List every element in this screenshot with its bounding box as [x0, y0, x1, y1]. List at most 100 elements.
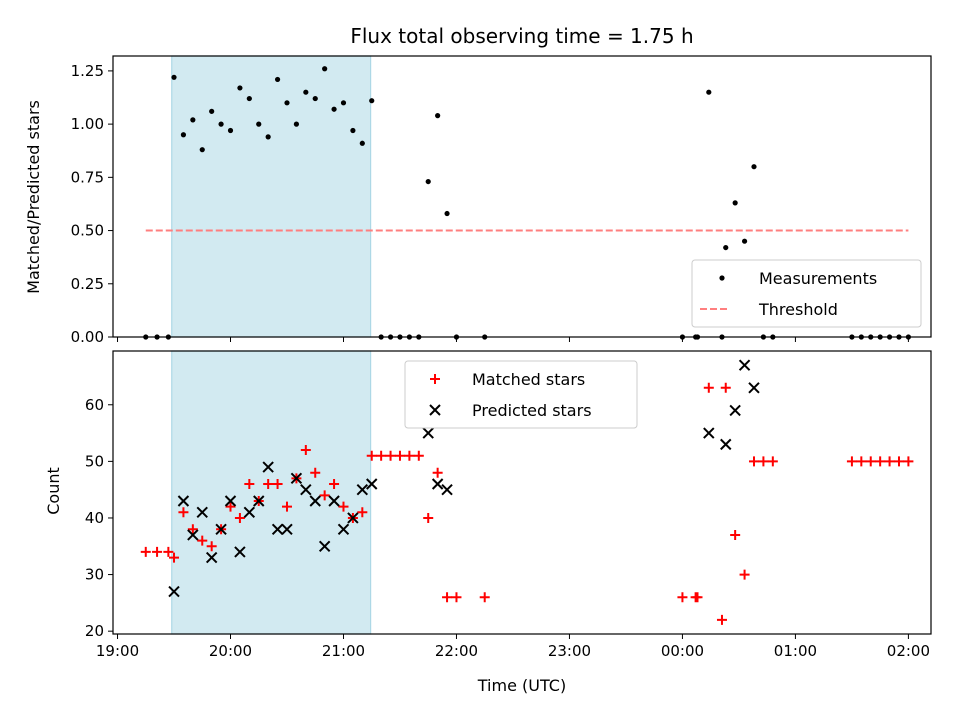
- legend-marker-measurements: [719, 275, 725, 281]
- predicted-star-point: [224, 495, 237, 507]
- measurement-point: [209, 108, 215, 114]
- predicted-star-point: [337, 523, 350, 535]
- matched-star-point: [187, 524, 198, 535]
- x-tick-label: 02:00: [887, 642, 930, 660]
- legend-label: Threshold: [758, 300, 838, 319]
- measurement-point: [265, 134, 271, 140]
- legend-label: Predicted stars: [472, 401, 592, 420]
- top-y-label: Matched/Predicted stars: [24, 100, 43, 294]
- predicted-star-point: [720, 438, 732, 451]
- matched-star-point: [338, 501, 349, 512]
- measurement-point: [706, 89, 712, 95]
- measurement-point: [435, 113, 441, 119]
- matched-star-point: [716, 614, 727, 625]
- measurement-point: [732, 200, 738, 206]
- matched-star-point: [730, 529, 741, 540]
- matched-star-point: [385, 450, 396, 461]
- legend-marker-predicted: [429, 404, 441, 416]
- bottom-y-tick-label: 60: [85, 396, 104, 414]
- bottom-legend: Matched stars Predicted stars: [404, 360, 638, 429]
- matched-star-point: [178, 507, 189, 518]
- matched-star-point: [272, 479, 283, 490]
- measurement-point: [256, 121, 262, 127]
- measurement-point: [190, 117, 196, 123]
- predicted-star-point: [168, 585, 180, 598]
- matched-star-point: [739, 569, 750, 580]
- measurement-point: [303, 89, 309, 95]
- matched-star-point: [197, 535, 208, 546]
- x-tick-label: 23:00: [548, 642, 591, 660]
- matched-star-point: [244, 479, 255, 490]
- predicted-star-point: [738, 359, 751, 371]
- matched-star-point: [234, 512, 245, 523]
- x-tick-label: 22:00: [435, 642, 478, 660]
- measurement-point: [359, 140, 365, 146]
- measurement-point: [274, 76, 281, 83]
- predicted-star-point: [703, 427, 715, 439]
- top-y-tick-label: 0.50: [71, 222, 104, 240]
- measurement-point: [199, 147, 205, 153]
- matched-star-point: [865, 456, 876, 467]
- measurement-point: [180, 132, 187, 138]
- predicted-star-point: [748, 382, 760, 394]
- measurement-point: [751, 164, 757, 170]
- top-legend: Measurements Threshold: [691, 259, 922, 328]
- matched-star-point: [206, 541, 217, 552]
- top-y-tick-label: 0.00: [71, 328, 104, 346]
- legend-label: Measurements: [759, 269, 877, 288]
- measurement-point: [284, 100, 290, 106]
- matched-star-point: [893, 456, 904, 467]
- predicted-star-point: [441, 483, 453, 496]
- matched-star-point: [140, 546, 151, 557]
- predicted-star-point: [729, 404, 741, 417]
- predicted-star-point: [253, 495, 265, 507]
- matched-star-point: [767, 456, 778, 467]
- matched-star-point: [720, 382, 731, 393]
- predicted-star-point: [205, 551, 218, 564]
- top-panel: Matched/Predicted stars 0.00 0.25 0.50 0.75…: [24, 55, 932, 346]
- x-tick-label: 21:00: [322, 642, 365, 660]
- measurement-point: [246, 95, 252, 102]
- matched-star-point: [479, 592, 490, 603]
- legend-box: [691, 259, 922, 328]
- measurement-point: [444, 210, 450, 217]
- matched-star-point: [394, 450, 405, 461]
- measurement-point: [237, 85, 243, 91]
- predicted-star-point: [262, 461, 274, 473]
- matched-star-point: [319, 490, 330, 501]
- predicted-star-point: [243, 506, 256, 519]
- predicted-star-point: [422, 427, 434, 439]
- matched-star-point: [366, 450, 377, 461]
- bottom-y-tick-label: 30: [85, 566, 104, 584]
- matched-star-point: [300, 445, 311, 456]
- matched-star-point: [677, 592, 688, 603]
- predicted-star-point: [347, 512, 359, 524]
- x-tick-label: 01:00: [774, 642, 817, 660]
- matched-star-point: [163, 546, 174, 557]
- bottom-panel: Count 20 30 40 50 60 19:00 20:00 21:00 22:00 23:0…: [44, 350, 932, 660]
- matched-star-point: [758, 456, 769, 467]
- top-y-tick-label: 1.00: [71, 115, 104, 133]
- predicted-star-point: [366, 478, 378, 490]
- measurement-point: [227, 127, 234, 134]
- measurement-point: [218, 121, 224, 127]
- matched-star-point: [225, 501, 236, 512]
- top-axes-frame: [112, 55, 932, 338]
- predicted-star-point: [281, 523, 293, 535]
- matched-star-point: [376, 450, 387, 461]
- matched-star-point: [357, 507, 368, 518]
- measurement-point: [171, 74, 177, 80]
- measurement-point: [723, 244, 729, 251]
- top-y-tick-label: 0.25: [71, 275, 104, 293]
- predicted-star-point: [328, 495, 340, 507]
- x-axis-label: Time (UTC): [477, 676, 566, 695]
- matched-star-point: [169, 552, 180, 563]
- matched-star-point: [413, 450, 424, 461]
- matched-star-point: [875, 456, 886, 467]
- predicted-star-point: [215, 523, 227, 535]
- measurement-point: [741, 238, 748, 244]
- predicted-star-point: [431, 478, 444, 490]
- top-observing-span: [171, 55, 372, 338]
- matched-star-point: [703, 382, 714, 393]
